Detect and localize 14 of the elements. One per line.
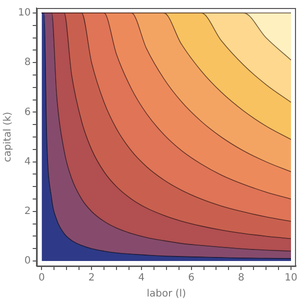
x-tick-label: 8 [238, 272, 244, 284]
x-tick-label: 4 [138, 272, 145, 284]
y-axis-title: capital (k) [2, 112, 14, 162]
y-tick-label: 6 [24, 106, 31, 118]
x-tick-label: 0 [38, 272, 45, 284]
x-axis-title: labor (l) [146, 288, 186, 300]
y-tick-label: 4 [24, 156, 31, 168]
x-tick-label: 2 [88, 272, 95, 284]
x-tick-label: 10 [284, 272, 298, 284]
y-tick-label: 0 [24, 256, 31, 267]
y-tick-label: 10 [18, 8, 31, 19]
y-tick-label: 8 [24, 57, 31, 68]
x-tick-label: 6 [188, 272, 194, 284]
y-tick-label: 2 [24, 206, 31, 218]
